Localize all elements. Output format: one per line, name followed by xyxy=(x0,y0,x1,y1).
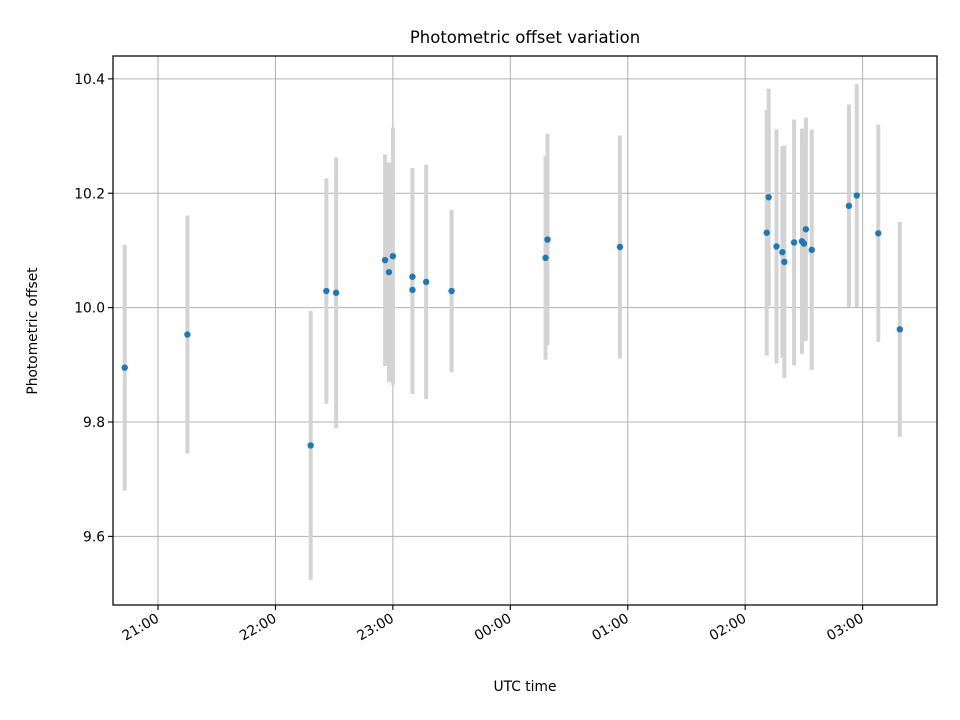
data-point xyxy=(808,246,815,254)
y-tick-label: 9.6 xyxy=(83,529,105,545)
y-axis-label: Photometric offset xyxy=(25,267,41,395)
data-point xyxy=(422,278,430,286)
data-point xyxy=(389,252,397,260)
data-point xyxy=(875,230,882,237)
chart-title: Photometric offset variation xyxy=(410,28,640,47)
data-point xyxy=(779,248,786,256)
data-point xyxy=(385,268,393,276)
data-point xyxy=(616,243,624,251)
x-tick-label: 21:00 xyxy=(120,611,162,645)
plot-frame xyxy=(112,55,938,606)
error-bars xyxy=(122,84,902,580)
data-point xyxy=(773,243,780,250)
data-point xyxy=(763,229,770,236)
x-tick-label: 22:00 xyxy=(237,611,279,645)
data-point xyxy=(448,287,455,295)
data-point xyxy=(845,202,853,210)
data-point xyxy=(853,192,860,199)
x-tick-label: 00:00 xyxy=(472,611,514,645)
data-point xyxy=(409,286,416,294)
x-axis-label: UTC time xyxy=(494,679,557,695)
data-point xyxy=(381,256,389,264)
data-point xyxy=(765,194,772,201)
data-point xyxy=(121,364,128,371)
data-points xyxy=(121,192,904,449)
data-point xyxy=(332,289,340,296)
x-axis-ticks: 21:00 22:00 23:00 00:00 01:00 02:00 03:00 xyxy=(120,605,867,644)
data-point xyxy=(544,236,551,243)
data-point xyxy=(323,287,330,295)
x-tick-label: 23:00 xyxy=(354,611,396,645)
y-tick-label: 10.0 xyxy=(74,301,105,317)
x-tick-label: 02:00 xyxy=(707,611,749,645)
data-point xyxy=(307,442,314,449)
data-point xyxy=(790,239,798,246)
y-tick-label: 9.8 xyxy=(83,415,105,431)
y-tick-label: 10.4 xyxy=(74,72,105,88)
data-point xyxy=(802,226,810,233)
x-tick-label: 03:00 xyxy=(824,611,866,645)
y-axis-ticks: 9.6 9.8 10.0 10.2 10.4 xyxy=(74,72,113,545)
data-point xyxy=(800,240,808,247)
data-point xyxy=(542,254,549,262)
y-tick-label: 10.2 xyxy=(74,186,105,202)
data-point xyxy=(896,326,904,333)
data-point xyxy=(184,331,191,338)
data-point xyxy=(781,258,788,266)
data-point xyxy=(409,273,416,280)
x-tick-label: 01:00 xyxy=(589,611,631,645)
